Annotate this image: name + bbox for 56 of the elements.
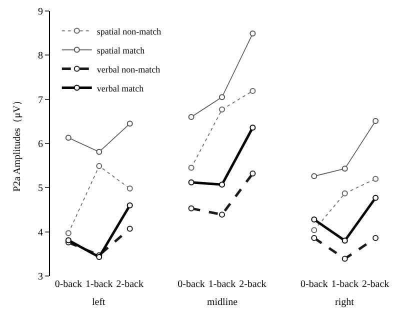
point [311, 216, 318, 222]
point [219, 212, 225, 218]
point [342, 238, 348, 244]
point [250, 88, 256, 94]
point [372, 118, 379, 124]
point [342, 256, 348, 262]
point [219, 94, 225, 100]
point [342, 190, 348, 196]
y-tick-label: 5 [38, 183, 43, 194]
legend-label: spatial non-match [96, 26, 162, 36]
y-tick-label: 7 [38, 94, 43, 106]
x-tick-label: 1-back [86, 279, 113, 290]
point [250, 30, 256, 37]
legend-label: verbal match [96, 83, 144, 94]
legend-label: verbal non-match [96, 64, 161, 74]
point [65, 134, 72, 141]
point [250, 170, 256, 177]
point [96, 148, 102, 155]
point [372, 176, 379, 182]
point [126, 186, 133, 192]
y-axis-title: P2a Amplitudes（μV） [12, 95, 23, 192]
point [188, 164, 194, 171]
point [126, 226, 133, 232]
legend-label: spatial match [96, 45, 146, 56]
y-tick-label: 6 [38, 139, 43, 150]
point [188, 114, 194, 120]
point [188, 179, 194, 186]
text: midline [207, 297, 238, 308]
text: left [92, 297, 106, 308]
point [126, 120, 133, 127]
point [65, 230, 72, 236]
x-tick-label: 2-back [239, 279, 266, 290]
point [372, 194, 379, 201]
point [311, 173, 318, 180]
point [219, 182, 225, 188]
x-tick-label: 0-back [54, 279, 82, 290]
point [96, 163, 102, 170]
point [342, 166, 348, 172]
x-tick-label: 0-back [178, 279, 205, 290]
x-tick-label: 0-back [300, 279, 328, 290]
y-tick-label: 9 [38, 6, 43, 18]
point [126, 202, 133, 208]
point [250, 124, 256, 131]
x-tick-label: 2-back [116, 279, 144, 290]
point [311, 227, 318, 234]
y-tick-label: 3 [38, 272, 43, 282]
x-tick-label: 1-back [208, 279, 236, 290]
point [311, 235, 318, 242]
point [219, 106, 225, 112]
y-tick-label: 8 [38, 50, 43, 62]
y-tick-label: 4 [38, 227, 43, 238]
x-tick-label: 2-back [362, 279, 390, 290]
point [188, 205, 194, 212]
text: right [335, 297, 354, 308]
point [372, 235, 379, 242]
x-tick-label: 1-back [331, 279, 358, 290]
